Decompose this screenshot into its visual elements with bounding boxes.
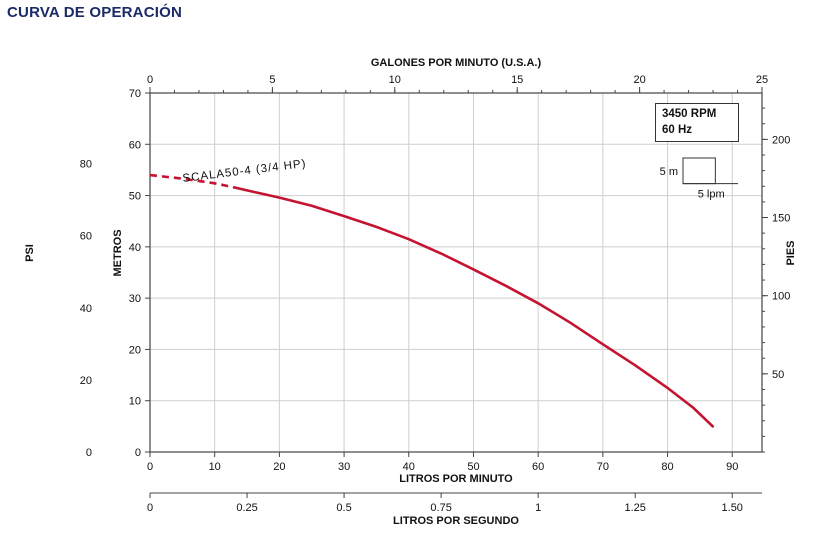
bottom-tick-label: 0: [147, 461, 153, 473]
pump-curve: [232, 186, 715, 428]
bottom-tick-label: 60: [532, 461, 544, 473]
metros-tick-label: 30: [129, 293, 141, 305]
bottom-tick-label: 40: [403, 461, 415, 473]
pies-tick-label: 50: [772, 369, 784, 381]
legend-rpm: 3450 RPM: [662, 108, 717, 120]
scale-width-label: 5 lpm: [698, 189, 725, 201]
bottom-tick-label: 80: [661, 461, 673, 473]
plot-frame: [149, 92, 763, 453]
bottom-tick-label: 50: [467, 461, 479, 473]
psi-tick-label: 40: [80, 303, 92, 315]
top-tick-label: 5: [269, 74, 275, 86]
bottom-tick-label: 10: [209, 461, 221, 473]
secondary-tick-label: 1.50: [722, 502, 743, 514]
metros-tick-label: 60: [129, 139, 141, 151]
page-title: CURVA DE OPERACIÓN: [7, 4, 183, 21]
bottom-tick-label: 20: [273, 461, 285, 473]
top-tick-label: 0: [147, 74, 153, 86]
psi-tick-label: 20: [80, 375, 92, 387]
top-tick-label: 25: [756, 74, 768, 86]
secondary-tick-label: 0: [147, 502, 153, 514]
bottom-axis-title: LITROS POR MINUTO: [399, 473, 513, 485]
metros-tick-label: 0: [135, 447, 141, 459]
psi-tick-label: 60: [80, 231, 92, 243]
secondary-tick-label: 0.5: [336, 502, 351, 514]
psi-tick-label: 0: [86, 447, 92, 459]
metros-tick-label: 10: [129, 396, 141, 408]
metros-tick-label: 70: [129, 88, 141, 100]
pies-tick-label: 150: [772, 213, 790, 225]
secondary-tick-label: 0.75: [430, 502, 451, 514]
curve-label: SCALA50-4 (3/4 HP): [182, 158, 307, 185]
scale-height-label: 5 m: [660, 166, 678, 178]
top-tick-label: 10: [389, 74, 401, 86]
top-tick-label: 20: [633, 74, 645, 86]
psi-axis-title: PSI: [24, 244, 36, 262]
secondary-tick-label: 1: [535, 502, 541, 514]
legend-box: 3450 RPM 60 Hz: [655, 103, 739, 143]
legend-hz: 60 Hz: [662, 123, 693, 136]
metros-axis-title: METROS: [112, 229, 124, 277]
top-axis-title: GALONES POR MINUTO (U.S.A.): [370, 57, 542, 69]
bottom-tick-label: 70: [597, 461, 609, 473]
bottom-tick-label: 30: [338, 461, 350, 473]
metros-tick-label: 50: [129, 191, 141, 203]
secondary-tick-label: 1.25: [624, 502, 645, 514]
psi-tick-label: 80: [80, 159, 92, 171]
secondary-tick-label: 0.25: [236, 502, 257, 514]
metros-tick-label: 20: [129, 344, 141, 356]
pies-tick-label: 100: [772, 291, 790, 303]
metros-tick-label: 40: [129, 242, 141, 254]
pies-tick-label: 200: [772, 134, 790, 146]
secondary-axis-title: LITROS POR SEGUNDO: [393, 515, 519, 527]
pies-axis-title: PIES: [785, 240, 797, 266]
pump-curve-dashed-segment: [149, 173, 235, 189]
scale-indicator-box: [682, 157, 716, 185]
bottom-tick-label: 90: [726, 461, 738, 473]
top-tick-label: 15: [511, 74, 523, 86]
